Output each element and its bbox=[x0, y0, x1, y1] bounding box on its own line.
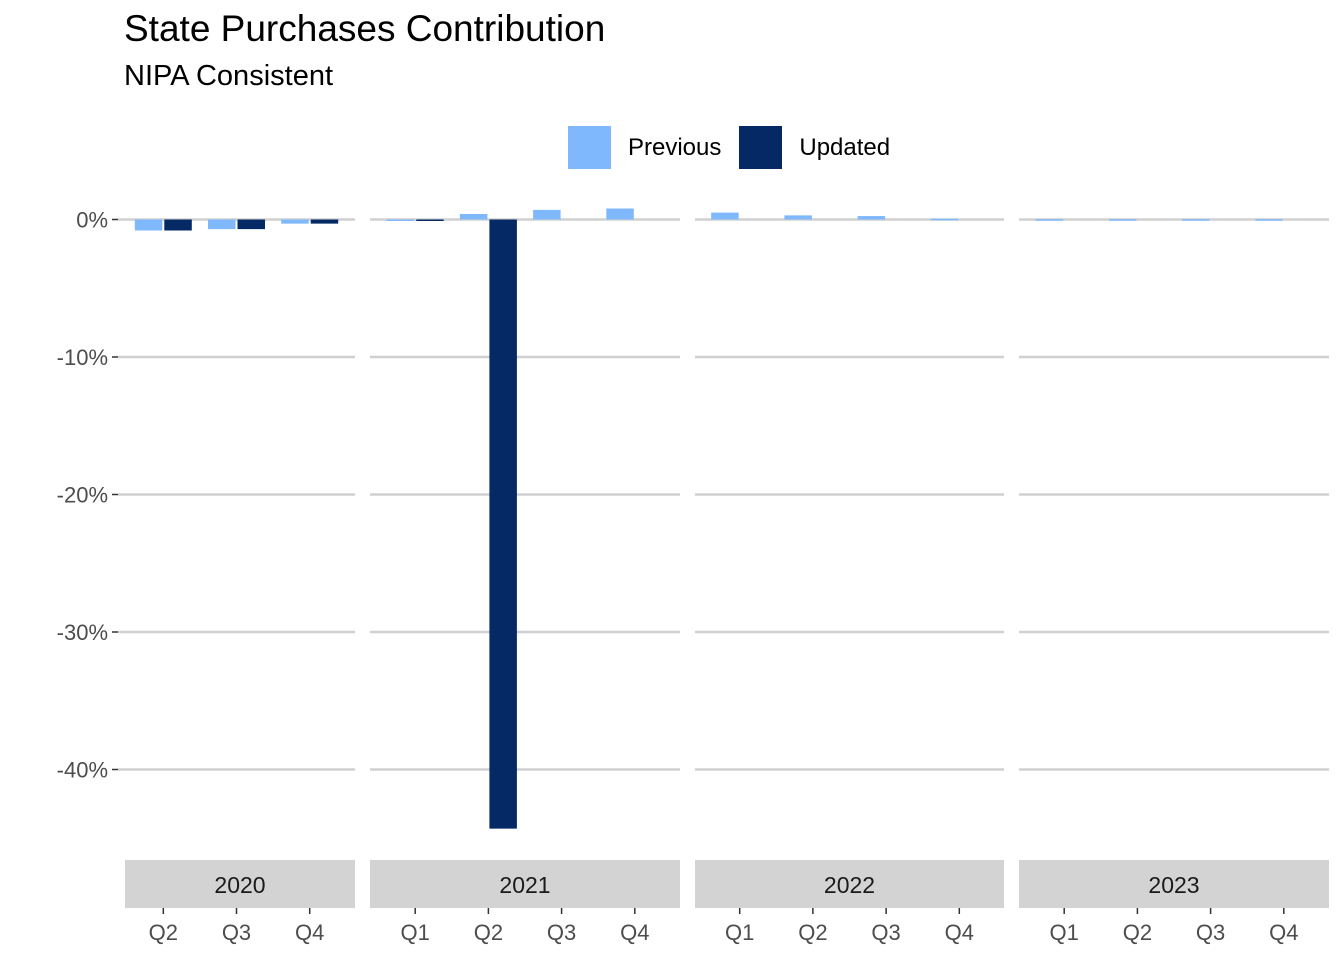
facet-strip bbox=[695, 860, 1004, 908]
y-tick-label: -20% bbox=[57, 483, 108, 508]
bar-previous bbox=[208, 219, 236, 230]
bar-previous bbox=[386, 219, 415, 221]
x-tick-label: Q4 bbox=[945, 920, 974, 945]
facet-strip bbox=[125, 860, 355, 908]
legend-swatch-previous bbox=[568, 126, 611, 169]
x-tick-label: Q4 bbox=[295, 920, 324, 945]
x-tick-label: Q3 bbox=[547, 920, 576, 945]
x-tick-label: Q3 bbox=[1196, 920, 1225, 945]
facet-strip bbox=[1019, 860, 1329, 908]
bar-updated bbox=[489, 219, 517, 829]
x-tick-label: Q1 bbox=[401, 920, 430, 945]
bar-previous bbox=[711, 212, 739, 220]
bar-updated bbox=[310, 219, 339, 224]
bar-previous bbox=[784, 215, 812, 220]
x-tick-label: Q2 bbox=[474, 920, 503, 945]
x-tick-label: Q1 bbox=[725, 920, 754, 945]
bar-previous bbox=[1035, 219, 1064, 221]
y-tick-label: -40% bbox=[57, 758, 108, 783]
chart-subtitle: NIPA Consistent bbox=[124, 60, 334, 92]
facet-strip-label: 2020 bbox=[214, 872, 265, 898]
x-tick-label: Q2 bbox=[1123, 920, 1152, 945]
facet-strip-label: 2023 bbox=[1148, 872, 1199, 898]
bar-previous bbox=[1255, 219, 1283, 221]
bar-previous bbox=[930, 218, 959, 221]
x-tick-label: Q1 bbox=[1050, 920, 1079, 945]
legend-swatch-updated bbox=[739, 126, 783, 169]
bar-updated bbox=[164, 219, 192, 231]
bar-previous bbox=[281, 219, 309, 224]
facet-strip-label: 2022 bbox=[824, 872, 875, 898]
bar-previous bbox=[533, 209, 561, 220]
legend-label-previous: Previous bbox=[628, 133, 722, 161]
legend: Previous Updated bbox=[568, 126, 908, 169]
facet-strip bbox=[370, 860, 680, 908]
bar-previous bbox=[134, 219, 163, 231]
bar-updated bbox=[416, 219, 444, 221]
legend-item-previous: Previous bbox=[568, 126, 721, 169]
y-tick-label: 0% bbox=[76, 208, 108, 233]
bar-previous bbox=[1108, 219, 1137, 221]
chart-title: State Purchases Contribution bbox=[124, 8, 606, 49]
x-tick-label: Q4 bbox=[620, 920, 649, 945]
x-tick-label: Q2 bbox=[149, 920, 178, 945]
bar-previous bbox=[857, 216, 886, 220]
facet-strip-label: 2021 bbox=[499, 872, 550, 898]
bar-previous bbox=[606, 208, 634, 220]
y-tick-label: -10% bbox=[57, 345, 108, 370]
x-tick-label: Q3 bbox=[871, 920, 900, 945]
y-tick-label: -30% bbox=[57, 620, 108, 645]
bar-previous bbox=[1182, 219, 1210, 221]
bar-previous bbox=[459, 214, 488, 220]
legend-item-updated: Updated bbox=[739, 126, 890, 169]
x-tick-label: Q3 bbox=[222, 920, 251, 945]
legend-label-updated: Updated bbox=[799, 133, 891, 161]
x-tick-label: Q4 bbox=[1269, 920, 1298, 945]
bar-updated bbox=[237, 219, 265, 230]
x-tick-label: Q2 bbox=[798, 920, 827, 945]
